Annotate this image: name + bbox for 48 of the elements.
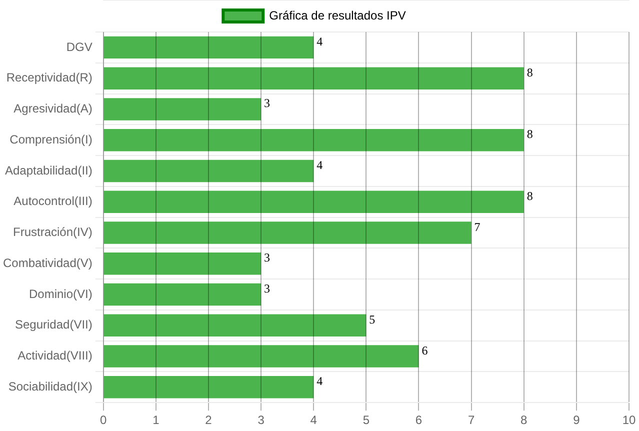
data-label: 3 <box>264 250 270 265</box>
bar <box>104 67 524 90</box>
bar <box>104 128 524 152</box>
y-tick-label: DGV <box>66 40 92 54</box>
y-tick-label: Sociabilidad(IX) <box>8 379 92 394</box>
y-tick-label: Receptividad(R) <box>6 70 92 85</box>
x-tick-label: 6 <box>415 413 422 428</box>
legend-label: Gráfica de resultados IPV <box>269 8 406 22</box>
bar <box>104 160 314 182</box>
y-tick-label: Autocontrol(III) <box>14 194 92 208</box>
bar <box>104 252 262 275</box>
y-tick-label: Actividad(VIII) <box>18 348 92 363</box>
x-tick-label: 1 <box>152 413 160 428</box>
data-label: 3 <box>264 282 270 296</box>
data-label: 4 <box>316 374 323 388</box>
x-tick-label: 5 <box>362 413 370 428</box>
bar <box>104 98 262 120</box>
x-tick-label: 4 <box>310 413 318 428</box>
y-tick-label: Agresividad(A) <box>14 102 92 116</box>
data-label: 4 <box>316 34 323 48</box>
x-tick-label: 7 <box>468 413 475 428</box>
x-tick-label: 0 <box>100 413 108 428</box>
y-tick-label: Comprensión(I) <box>10 132 92 146</box>
y-tick-label: Seguridad(VII) <box>14 318 92 332</box>
bar <box>104 376 314 398</box>
data-label: 6 <box>422 343 428 358</box>
y-tick-label: Adaptabilidad(II) <box>4 163 92 178</box>
x-tick-label: 9 <box>573 413 580 428</box>
bar <box>104 190 524 213</box>
x-tick-label: 8 <box>520 413 528 428</box>
data-label: 8 <box>526 127 533 142</box>
bar <box>104 36 314 59</box>
data-label: 3 <box>264 96 270 110</box>
x-tick-label: 10 <box>622 413 636 428</box>
y-tick-label: Combatividad(V) <box>2 256 92 270</box>
y-tick-label: Frustración(IV) <box>13 225 92 240</box>
bar <box>104 314 366 337</box>
y-tick-label: Dominio(VI) <box>29 286 92 301</box>
bar <box>104 222 472 244</box>
data-label: 4 <box>316 158 323 172</box>
data-label: 5 <box>369 312 376 326</box>
data-label: 8 <box>526 188 533 203</box>
bar <box>104 283 262 306</box>
x-tick-label: 2 <box>205 413 212 428</box>
bar <box>104 345 419 368</box>
x-tick-label: 3 <box>258 413 265 428</box>
data-label: 8 <box>526 65 533 80</box>
data-label: 7 <box>474 220 480 234</box>
